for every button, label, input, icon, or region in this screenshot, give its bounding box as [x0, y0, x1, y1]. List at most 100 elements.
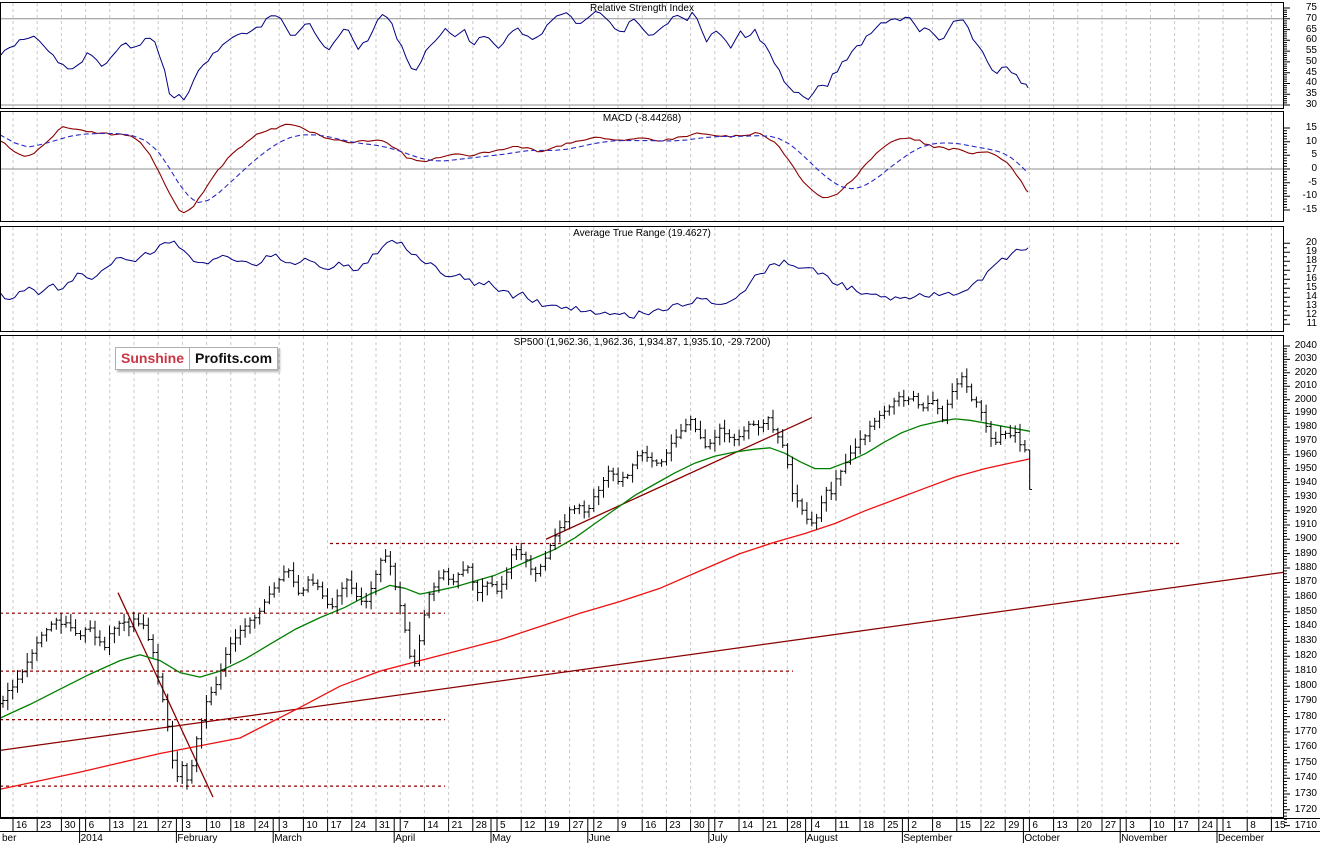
- atr-right-axis-ticks: [1284, 242, 1290, 325]
- x-axis-week-label: 7: [717, 819, 724, 831]
- x-axis-week-label: 8: [935, 819, 942, 831]
- rsi-line: [0, 11, 1029, 101]
- sp500-y-tick-label: 1730: [1294, 788, 1317, 799]
- x-axis-week-label: 17: [330, 819, 342, 831]
- x-axis-week-label: 13: [1056, 819, 1068, 831]
- x-axis-month-label: August: [806, 832, 838, 844]
- sp500-y-tick-label: 1960: [1294, 448, 1317, 460]
- macd-y-tick-label: 5: [1311, 149, 1317, 161]
- macd-y-tick-label: 15: [1305, 122, 1317, 133]
- x-axis-week-label: 9: [621, 819, 627, 831]
- x-axis-week-label: 4: [814, 819, 821, 831]
- x-axis-week-label: 15: [1274, 819, 1286, 831]
- sp500-y-tick-label: 1720: [1294, 803, 1317, 815]
- atr-y-tick-label: 11: [1306, 318, 1317, 330]
- rsi-y-tick-label: 55: [1305, 45, 1317, 57]
- rsi-y-tick-label: 35: [1305, 88, 1317, 100]
- sp500-y-tick-label: 2000: [1294, 393, 1317, 405]
- atr-y-tick-label: 15: [1305, 282, 1317, 294]
- x-axis-week-label: 25: [887, 819, 899, 831]
- sp500-y-tick-label: 1800: [1294, 680, 1317, 692]
- x-axis-week-label: 19: [548, 819, 560, 831]
- x-axis-week-label: 10: [209, 819, 221, 831]
- sunshine-profits-logo[interactable]: Sunshine Profits.com: [115, 347, 279, 370]
- x-axis-week-label: 30: [64, 819, 76, 831]
- x-axis-week-label: 17: [1177, 819, 1189, 831]
- rsi-panel-title: Relative Strength Index: [590, 3, 694, 14]
- macd-line: [0, 123, 1029, 214]
- macd-panel-title: MACD (-8.44268): [602, 113, 682, 124]
- x-axis-week-label: 31: [379, 819, 391, 831]
- macd-panel-border: [0, 111, 1284, 222]
- x-axis-week-label: 5: [500, 819, 506, 831]
- sp500-y-tick-label: 1820: [1294, 650, 1317, 662]
- sp500-y-tick-label: 1760: [1294, 741, 1317, 753]
- sp500-y-tick-label: 1740: [1294, 772, 1317, 784]
- ma-green-line: [0, 418, 1031, 719]
- x-axis-week-label: 20: [1080, 819, 1092, 831]
- x-axis-week-label: 14: [427, 819, 439, 831]
- logo-text-profits: Profits.com: [195, 350, 273, 366]
- sp500-y-tick-label: 1980: [1294, 421, 1317, 433]
- sp500-panel-border: [0, 335, 1284, 818]
- x-axis-month-label: 2014: [80, 832, 103, 844]
- logo-text-sunshine: Sunshine: [116, 348, 191, 369]
- atr-panel-title: Average True Range (19.4627): [573, 228, 711, 239]
- sp500-y-tick-label: 1870: [1294, 576, 1317, 588]
- x-axis-week-label: 3: [1129, 819, 1135, 831]
- sp500-y-tick-label: 1770: [1294, 725, 1317, 737]
- sp500-y-tick-label: 2040: [1294, 340, 1317, 351]
- sp500-y-tick-label: 1850: [1294, 605, 1317, 617]
- x-axis-week-label: 18: [233, 819, 245, 831]
- sp500-panel-title: SP500 (1,962.36, 1,962.36, 1,934.87, 1,9…: [513, 337, 771, 348]
- x-axis-week-label: 30: [693, 819, 705, 831]
- ma-red-line: [0, 458, 1031, 790]
- x-axis-month-label: November: [1121, 832, 1168, 844]
- rsi-y-tick-label: 40: [1305, 77, 1317, 89]
- macd-y-tick-label: -10: [1302, 190, 1317, 202]
- rsi-y-tick-label: 45: [1305, 66, 1317, 78]
- rsi-y-tick-label: 60: [1305, 34, 1317, 46]
- rsi-y-tick-label: 30: [1305, 99, 1317, 111]
- x-axis-week-label: 11: [838, 819, 850, 831]
- sp500-y-tick-label: 1830: [1294, 635, 1317, 647]
- x-axis-month-label: July: [709, 832, 728, 844]
- x-axis-week-label: 23: [40, 819, 52, 831]
- macd-y-tick-label: 10: [1305, 135, 1317, 147]
- x-axis-month-label: ber: [2, 832, 17, 844]
- sp500-y-tick-label: 2010: [1294, 380, 1317, 392]
- sp500-y-tick-label: 1750: [1294, 756, 1317, 768]
- atr-line: [0, 239, 1029, 319]
- x-axis-week-label: 10: [306, 819, 318, 831]
- x-axis-week-label: 24: [1201, 819, 1213, 831]
- sp500-weekly-gridlines: [12, 336, 1272, 817]
- rsi-y-tick-label: 50: [1305, 55, 1317, 67]
- trendline-long-term-rising-support: [0, 571, 1284, 752]
- sp500-y-tick-label: 2030: [1294, 353, 1317, 365]
- sp500-y-tick-label: 2020: [1294, 366, 1317, 378]
- x-axis-month-label: December: [1218, 832, 1265, 844]
- macd-signal-line: [0, 132, 1029, 204]
- x-axis-week-label: 22: [984, 819, 996, 831]
- rsi-panel-border: [0, 2, 1284, 109]
- x-axis-week-label: 3: [185, 819, 191, 831]
- rsi-y-tick-label: 65: [1305, 23, 1317, 35]
- sp500-y-tick-label: 1840: [1294, 620, 1317, 632]
- x-axis-week-label: 23: [669, 819, 681, 831]
- x-axis-week-label: 21: [137, 819, 149, 831]
- macd-y-tick-label: 0: [1311, 163, 1317, 174]
- atr-y-tick-label: 20: [1305, 237, 1317, 249]
- x-axis-month-label: September: [903, 832, 953, 844]
- x-axis-week-label: 13: [112, 819, 124, 831]
- sp500-y-tick-label: 1810: [1294, 665, 1317, 677]
- sp500-y-tick-label: 1890: [1294, 547, 1317, 559]
- x-axis-month-label: May: [492, 832, 511, 844]
- x-axis-week-label: 27: [572, 819, 584, 831]
- sp500-y-tick-label: 1940: [1294, 476, 1317, 488]
- x-axis-week-label: 24: [258, 819, 270, 831]
- x-axis-month-label: February: [177, 832, 218, 844]
- sp500-y-tick-label: 1910: [1294, 518, 1317, 530]
- x-axis-week-label: 21: [766, 819, 778, 831]
